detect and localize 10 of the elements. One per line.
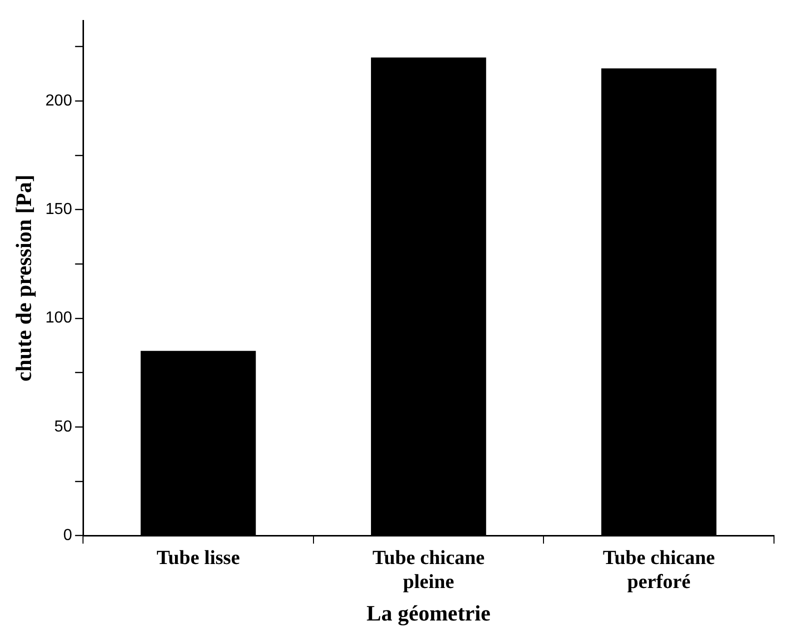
y-tick-label: 200 [45, 92, 72, 110]
y-tick-label: 50 [54, 418, 72, 436]
y-tick-label: 0 [63, 527, 72, 544]
x-tick-label: Tube chicane perforé [602, 546, 715, 593]
y-axis-title: chute de pression [Pa] [10, 174, 36, 382]
x-tick-label: Tube lisse [156, 546, 240, 569]
y-tick-label: 100 [45, 310, 72, 327]
y-tick-label: 150 [45, 201, 72, 218]
x-axis-title: La géometrie [366, 600, 491, 626]
x-tick-label: Tube chicane pleine [372, 546, 485, 593]
